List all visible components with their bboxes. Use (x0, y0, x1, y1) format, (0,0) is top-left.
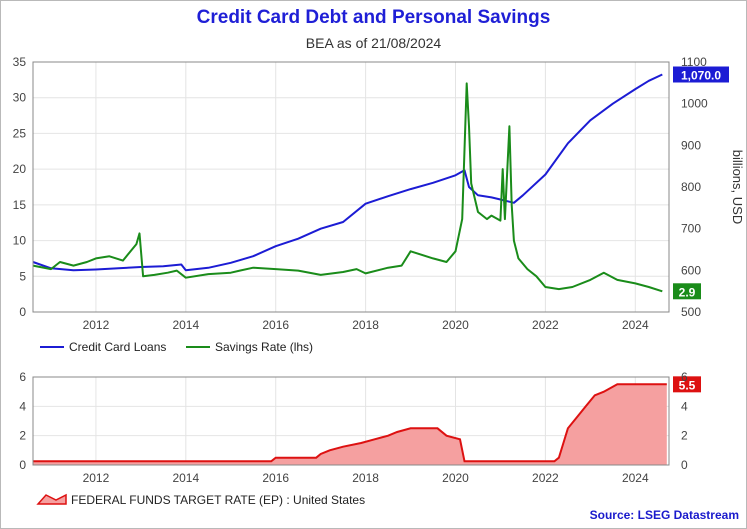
legend-loans-label: Credit Card Loans (69, 340, 166, 354)
top-y-right-tick-label: 500 (681, 305, 701, 319)
bottom-y-right-tick-label: 4 (681, 399, 688, 413)
top-x-tick-label: 2016 (262, 318, 289, 332)
top-y-right-tick-label: 800 (681, 180, 701, 194)
legend-fed-funds-swatch (36, 493, 67, 505)
savings-rate-line (32, 82, 663, 293)
bottom-y-right-tick-label: 6 (681, 370, 688, 384)
savings-end-label: 2.9 (679, 285, 696, 299)
top-y-right-tick-label: 1100 (681, 55, 707, 69)
top-x-tick-label: 2012 (83, 318, 110, 332)
top-plot-border (32, 61, 670, 313)
top-chart-marks: 1,070.0 2.9 (32, 66, 729, 300)
bottom-axes: 2012 2014 2016 2018 2020 2022 2024 0 2 4 6 0 2 4 6 (19, 370, 688, 485)
bottom-y-right-tick-label: 2 (681, 429, 688, 443)
bottom-y-left-tick-label: 2 (19, 429, 26, 443)
top-x-tick-label: 2024 (622, 318, 649, 332)
top-y-left-tick-label: 25 (13, 126, 27, 140)
top-y-left-tick-label: 15 (13, 198, 27, 212)
top-y-right-tick-label: 900 (681, 138, 701, 152)
bottom-y-left-tick-label: 6 (19, 370, 26, 384)
top-grid (33, 61, 669, 313)
top-x-tick-label: 2022 (532, 318, 559, 332)
legends: Credit Card Loans Savings Rate (lhs) FEDER… (36, 340, 365, 507)
top-y-left-tick-label: 30 (13, 91, 27, 105)
chart-title: Credit Card Debt and Personal Savings (196, 7, 551, 28)
bottom-x-tick-label: 2012 (83, 471, 110, 485)
bottom-x-tick-label: 2020 (442, 471, 469, 485)
bottom-x-tick-label: 2022 (532, 471, 559, 485)
bottom-y-left-tick-label: 4 (19, 399, 26, 413)
top-x-tick-label: 2014 (172, 318, 199, 332)
credit-card-loans-line (32, 73, 663, 272)
top-y-left-tick-label: 0 (19, 305, 26, 319)
bottom-x-tick-label: 2014 (172, 471, 199, 485)
top-y-left-tick-label: 20 (13, 162, 27, 176)
legend-fed-funds-label: FEDERAL FUNDS TARGET RATE (EP) : United … (71, 493, 365, 507)
bottom-x-tick-label: 2024 (622, 471, 649, 485)
loans-end-label: 1,070.0 (681, 69, 721, 83)
top-x-tick-label: 2020 (442, 318, 469, 332)
fed-funds-line (33, 383, 667, 463)
y-right-axis-label: billions, USD (730, 150, 745, 224)
loans-end-tag (673, 66, 729, 83)
fed-funds-end-tag (673, 376, 701, 393)
top-y-left-tick-label: 35 (13, 55, 27, 69)
chart-subtitle: BEA as of 21/08/2024 (305, 35, 442, 51)
bottom-x-tick-label: 2016 (262, 471, 289, 485)
source-note: Source: LSEG Datastream (589, 508, 739, 522)
top-y-left-tick-label: 10 (13, 234, 27, 248)
top-x-tick-label: 2018 (352, 318, 379, 332)
legend-savings-label: Savings Rate (lhs) (215, 340, 313, 354)
bottom-x-tick-label: 2018 (352, 471, 379, 485)
top-y-right-tick-label: 700 (681, 222, 701, 236)
top-y-right-tick-label: 1000 (681, 97, 708, 111)
bottom-y-left-tick-label: 0 (19, 458, 26, 472)
fed-funds-end-label: 5.5 (679, 378, 696, 392)
top-y-right-tick-label: 600 (681, 263, 701, 277)
bottom-y-right-tick-label: 0 (681, 458, 688, 472)
savings-end-tag (673, 283, 701, 300)
fed-funds-marks: 5.5 (33, 376, 701, 465)
top-y-left-tick-label: 5 (19, 269, 26, 283)
bottom-plot-border (32, 376, 670, 466)
top-axes: 2012 2014 2016 2018 2020 2022 2024 0 5 10 15 20 25 30… (13, 55, 745, 332)
